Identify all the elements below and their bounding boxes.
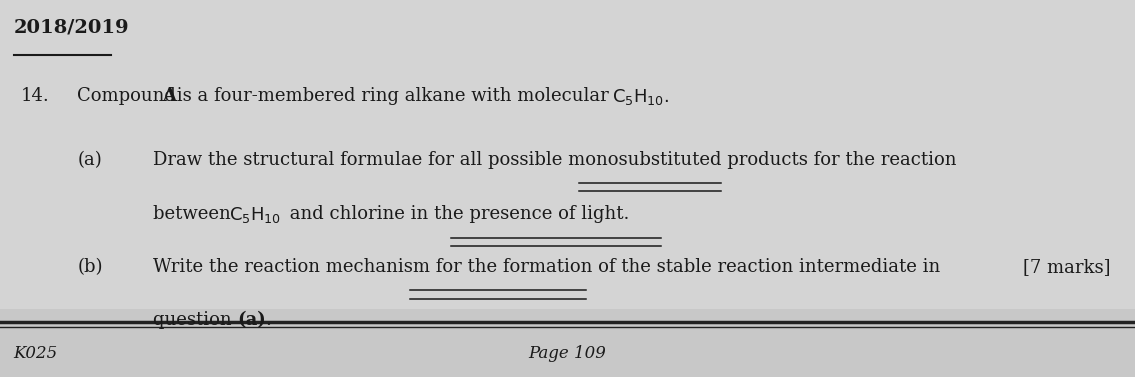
Text: (a): (a) [77,151,102,169]
Bar [0,309,1135,377]
Text: (b): (b) [77,258,102,276]
Text: (a): (a) [237,311,266,329]
Text: [7 marks]: [7 marks] [1023,258,1110,276]
Text: $\mathregular{C_5H_{10}}$.: $\mathregular{C_5H_{10}}$. [612,87,669,107]
Bar [0,0,1135,309]
Text: 14.: 14. [20,87,49,105]
Text: A: A [162,87,176,105]
Text: Compound: Compound [77,87,182,105]
Text: is a four-membered ring alkane with molecular: is a four-membered ring alkane with mole… [171,87,615,105]
Text: Write the reaction mechanism for the formation of the stable reaction intermedia: Write the reaction mechanism for the for… [153,258,941,276]
Text: question: question [153,311,237,329]
Text: and chlorine in the presence of light.: and chlorine in the presence of light. [284,205,629,224]
Text: Page 109: Page 109 [529,345,606,362]
Text: 2018/2019: 2018/2019 [14,19,129,37]
Text: K025: K025 [14,345,58,362]
Text: $\mathregular{C_5H_{10}}$: $\mathregular{C_5H_{10}}$ [229,205,281,225]
Text: between: between [153,205,237,224]
Text: Draw the structural formulae for all possible monosubstituted products for the r: Draw the structural formulae for all pos… [153,151,957,169]
Text: .: . [266,311,271,329]
